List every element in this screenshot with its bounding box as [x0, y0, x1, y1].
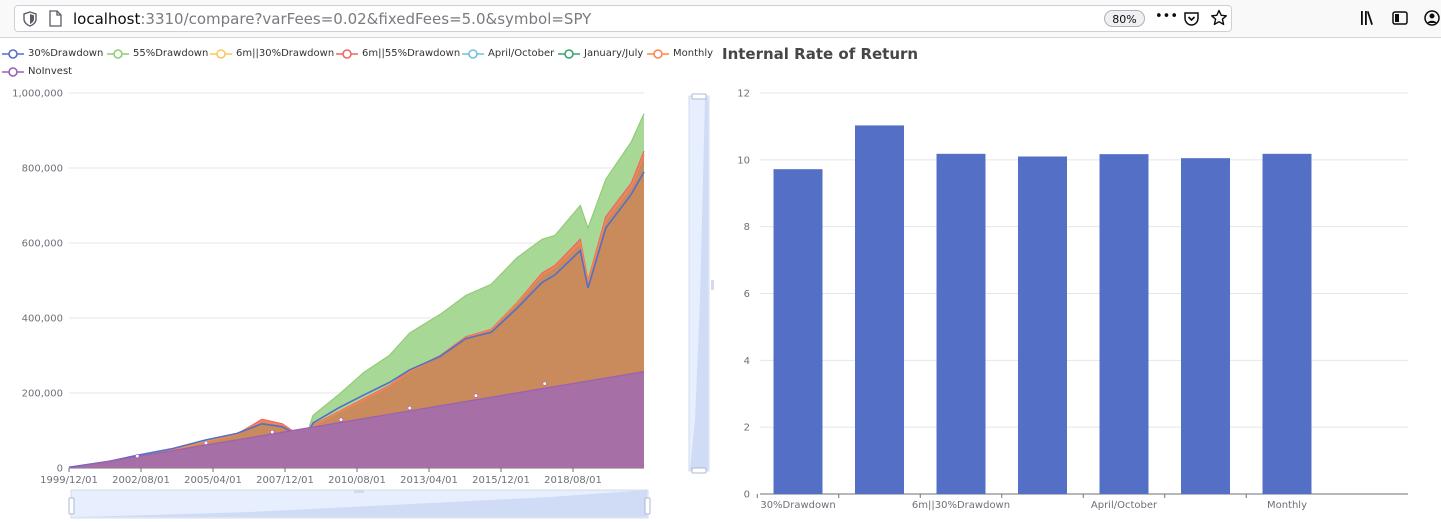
noinvest-marker [473, 393, 479, 398]
bar-55-drawdown[interactable] [855, 125, 904, 494]
bar-chart-y-tick-label: 4 [744, 356, 750, 367]
legend-label: 55%Drawdown [133, 48, 209, 59]
area-chart-y-tick-label: 800,000 [22, 164, 63, 175]
area-chart-x-tick-label: 2005/04/01 [184, 475, 242, 486]
legend-label: 6m||55%Drawdown [362, 48, 461, 59]
legend-label: April/October [488, 48, 555, 59]
area-series-monthly-line [68, 154, 645, 468]
area-series-55-drawdown-line [68, 113, 645, 468]
bar-january-july[interactable] [1181, 158, 1230, 494]
area-chart-y-tick-label: 400,000 [22, 314, 63, 325]
bar-chart-x-tick-label: 30%Drawdown [760, 500, 835, 511]
bar-chart-x-tick-label: 6m||30%Drawdown [912, 500, 1010, 511]
area-chart-y-tick-label: 200,000 [22, 389, 63, 400]
bar-chart-x-tick-label: Monthly [1267, 500, 1307, 511]
area-chart-x-tick-label: 2015/12/01 [472, 475, 530, 486]
bar-april-october[interactable] [1099, 154, 1149, 494]
noinvest-marker [270, 429, 275, 435]
data-zoom-slider-grip[interactable] [354, 490, 364, 493]
legend-marker-icon [107, 49, 129, 59]
area-chart-y-tick-label: 600,000 [22, 239, 63, 250]
vertical-zoom-slider-bottom-handle[interactable] [691, 467, 707, 474]
noinvest-marker [407, 405, 412, 411]
pocket-icon[interactable] [1183, 10, 1200, 27]
area-chart-x-tick-label: 2007/12/01 [256, 475, 314, 486]
legend-label: 6m||30%Drawdown [236, 48, 335, 59]
legend-label: 30%Drawdown [28, 48, 104, 59]
legend-marker-icon [2, 67, 24, 77]
area-chart-legend: 30%Drawdown 55%Drawdown 6m||30%Drawdown … [0, 44, 720, 84]
legend-label: January/July [584, 48, 644, 59]
area-chart-y-tick-label: 0 [57, 464, 63, 475]
bar-chart-y-tick-label: 8 [744, 222, 750, 233]
area-chart-x-tick-label: 2002/08/01 [112, 475, 170, 486]
area-chart: 0 200,000 400,000 600,000 800,000 1,000,000 1… [12, 89, 714, 519]
area-chart-x-tick-label: 2010/08/01 [328, 475, 386, 486]
legend-marker-icon [647, 49, 669, 59]
page-actions-menu-icon[interactable]: ••• [1155, 9, 1179, 24]
vertical-zoom-slider-top-handle[interactable] [691, 93, 707, 100]
bar-chart-title: Internal Rate of Return [722, 45, 919, 63]
legend-label: Monthly [673, 48, 714, 59]
bar-chart-y-tick-label: 6 [744, 289, 750, 300]
bar-chart-x-tick-label: April/October [1091, 500, 1158, 511]
url-path: :3310/compare?varFees=0.02&fixedFees=5.0… [140, 10, 592, 28]
bar-30-drawdown[interactable] [773, 169, 823, 494]
area-series-30-drawdown-line [68, 171, 645, 469]
browser-toolbar: localhost:3310/compare?varFees=0.02&fixe… [0, 0, 1441, 38]
noinvest-marker [203, 440, 209, 445]
area-chart-x-tick-label: 1999/12/01 [40, 475, 98, 486]
bar-monthly[interactable] [1262, 153, 1312, 494]
page-icon [49, 10, 62, 27]
shield-icon[interactable] [23, 11, 37, 27]
bar-6m-30-drawdown[interactable] [936, 153, 986, 494]
bar-chart-y-tick-label: 0 [744, 490, 750, 501]
legend-marker-icon [336, 49, 358, 59]
legend-marker-icon [2, 49, 24, 59]
area-series-monthly-area [69, 154, 644, 468]
noinvest-marker [135, 453, 140, 459]
account-icon[interactable] [1423, 9, 1441, 27]
data-zoom-slider-preview [72, 490, 647, 517]
url-text[interactable]: localhost:3310/compare?varFees=0.02&fixe… [73, 10, 591, 28]
data-zoom-slider-right-handle[interactable] [644, 497, 651, 515]
bar-6m-55-drawdown[interactable] [1018, 156, 1067, 494]
noinvest-marker [338, 417, 344, 422]
area-chart-x-tick-label: 2018/08/01 [544, 475, 602, 486]
vertical-zoom-slider-preview [690, 98, 708, 470]
area-chart-x-tick-label: 2013/04/01 [400, 475, 458, 486]
noinvest-marker [542, 381, 547, 386]
url-host: localhost [73, 10, 141, 28]
library-icon[interactable] [1359, 9, 1377, 27]
legend-marker-icon [462, 49, 484, 59]
legend-marker-icon [210, 49, 232, 59]
area-series-noinvest-line [68, 371, 645, 469]
vertical-zoom-slider-grip[interactable] [711, 280, 714, 290]
zoom-level-badge[interactable]: 80% [1104, 10, 1145, 27]
bookmark-star-icon[interactable] [1210, 9, 1228, 27]
bar-chart-y-tick-label: 12 [737, 89, 750, 100]
area-chart-y-tick-label: 1,000,000 [12, 89, 63, 100]
legend-label: NoInvest [28, 66, 73, 77]
sidebar-icon[interactable] [1391, 9, 1409, 27]
bar-chart-y-tick-label: 2 [744, 423, 750, 434]
data-zoom-slider-left-handle[interactable] [68, 497, 75, 515]
url-bar[interactable]: localhost:3310/compare?varFees=0.02&fixe… [14, 5, 1232, 32]
bar-chart-y-tick-label: 10 [737, 155, 750, 166]
legend-marker-icon [558, 49, 580, 59]
